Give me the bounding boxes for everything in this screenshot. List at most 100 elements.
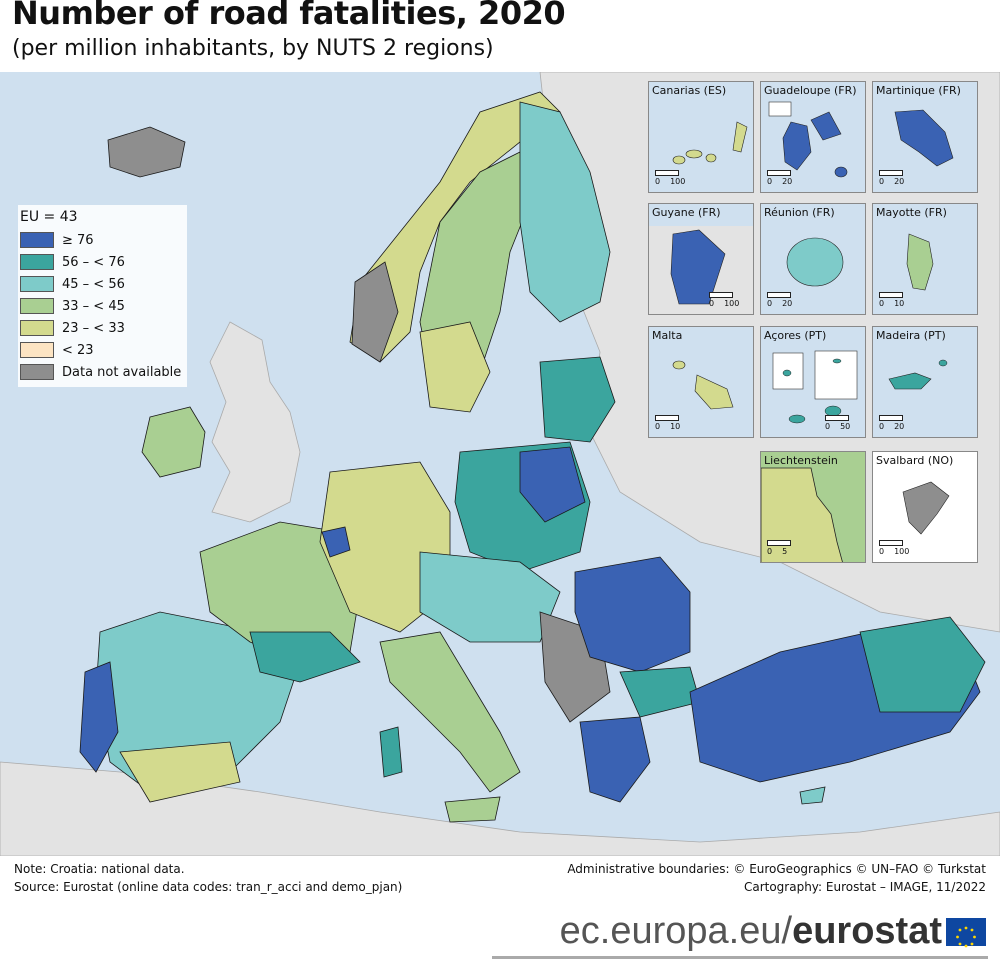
norway-region — [349, 91, 561, 363]
scale-bar: 0 100 — [709, 292, 739, 308]
inset-label: Svalbard (NO) — [876, 454, 954, 467]
scale-bar: 0 20 — [879, 170, 904, 186]
inset-label: Açores (PT) — [764, 329, 827, 342]
legend-label: 33 – < 45 — [62, 298, 125, 314]
legend-label: ≥ 76 — [62, 232, 94, 248]
note-text: Note: Croatia: national data. — [14, 862, 185, 876]
scale-bar: 0 10 — [879, 292, 904, 308]
inset-label: Malta — [652, 329, 683, 342]
inset-madeira: Madeira (PT) 0 20 — [872, 326, 978, 438]
uk-land — [209, 321, 301, 523]
inset-map — [786, 237, 844, 287]
legend-title: EU = 43 — [20, 209, 78, 225]
belgium-region — [321, 526, 351, 558]
central-europe-region — [419, 551, 561, 643]
legend-label: 45 – < 56 — [62, 276, 125, 292]
poland-east-region — [519, 446, 586, 523]
greece-region — [579, 716, 651, 803]
legend-item: 45 – < 56 — [20, 273, 181, 295]
inset-guyane: Guyane (FR) 0 100 — [648, 203, 754, 315]
map-legend: EU = 43 ≥ 76 56 – < 76 45 – < 56 33 – < … — [18, 205, 188, 387]
scale-bar: 0 20 — [879, 415, 904, 431]
inset-label: Madeira (PT) — [876, 329, 946, 342]
inset-label: Guadeloupe (FR) — [764, 84, 857, 97]
iceland-region — [107, 126, 186, 178]
legend-swatch — [20, 320, 54, 336]
legend-swatch — [20, 364, 54, 380]
inset-map — [768, 101, 848, 178]
inset-map — [772, 350, 858, 424]
baltic-region — [539, 356, 616, 443]
legend-label: 23 – < 33 — [62, 320, 125, 336]
cartography-text: Cartography: Eurostat – IMAGE, 11/2022 — [743, 880, 986, 894]
scale-bar: 0 100 — [879, 540, 909, 556]
inset-map — [888, 359, 948, 390]
inset-label: Guyane (FR) — [652, 206, 721, 219]
legend-swatch — [20, 254, 54, 270]
scale-bar: 0 50 — [825, 415, 850, 431]
inset-label: Canarias (ES) — [652, 84, 727, 97]
spain-south-region — [119, 741, 241, 803]
legend-item: Data not available — [20, 361, 181, 383]
legend-swatch — [20, 298, 54, 314]
inset-reunion: Réunion (FR) 0 20 — [760, 203, 866, 315]
bulgaria-region — [619, 666, 701, 718]
inset-acores: Açores (PT) 0 50 — [760, 326, 866, 438]
italy-region — [379, 631, 521, 793]
portugal-region — [79, 661, 119, 773]
footer-credits: Administrative boundaries: © EuroGeograp… — [567, 860, 986, 896]
inset-map — [906, 233, 934, 291]
sweden-south-region — [419, 321, 491, 413]
france-south-region — [249, 631, 361, 683]
ireland-region — [141, 406, 206, 478]
eurostat-logo: ec.europa.eu/ eurostat — [560, 910, 986, 953]
scale-bar: 0 20 — [767, 292, 792, 308]
inset-malta: Malta 0 10 — [648, 326, 754, 438]
legend-item: 33 – < 45 — [20, 295, 181, 317]
legend-item: 23 – < 33 — [20, 317, 181, 339]
legend-swatch — [20, 342, 54, 358]
inset-guadeloupe: Guadeloupe (FR) 0 20 — [760, 81, 866, 193]
scale-bar: 0 20 — [767, 170, 792, 186]
brand-domain: ec.europa.eu/ — [559, 910, 793, 952]
inset-map — [902, 481, 950, 535]
scale-bar: 0 100 — [655, 170, 685, 186]
inset-label: Liechtenstein — [764, 454, 838, 467]
inset-map — [761, 467, 843, 562]
inset-map — [672, 121, 748, 165]
boundaries-text: Administrative boundaries: © EuroGeograp… — [567, 862, 986, 876]
legend-item: ≥ 76 — [20, 229, 181, 251]
brand-underline — [492, 956, 988, 959]
map-title: Number of road fatalities, 2020 — [12, 0, 566, 32]
norway-na-region — [351, 261, 399, 363]
finland-region — [519, 101, 611, 323]
map-subtitle: (per million inhabitants, by NUTS 2 regi… — [12, 36, 494, 61]
sardinia-region — [379, 726, 403, 778]
inset-label: Mayotte (FR) — [876, 206, 947, 219]
legend-swatch — [20, 232, 54, 248]
sicily-region — [444, 796, 501, 823]
inset-label: Martinique (FR) — [876, 84, 961, 97]
legend-label: Data not available — [62, 364, 182, 380]
romania-region — [574, 556, 691, 673]
brand-name: eurostat — [792, 910, 942, 952]
footer-notes: Note: Croatia: national data. Source: Eu… — [14, 860, 402, 896]
legend-label: 56 – < 76 — [62, 254, 125, 270]
inset-canarias: Canarias (ES) 0 100 — [648, 81, 754, 193]
inset-map — [672, 360, 734, 410]
inset-martinique: Martinique (FR) 0 20 — [872, 81, 978, 193]
source-text: Source: Eurostat (online data codes: tra… — [14, 880, 403, 894]
legend-swatch — [20, 276, 54, 292]
inset-map — [894, 109, 954, 167]
scale-bar: 0 10 — [655, 415, 680, 431]
eu-flag-icon — [946, 917, 986, 947]
inset-mayotte: Mayotte (FR) 0 10 — [872, 203, 978, 315]
cyprus-region — [799, 786, 826, 805]
inset-label: Réunion (FR) — [764, 206, 835, 219]
turkey-east-region — [859, 616, 986, 713]
inset-svalbard: Svalbard (NO) 0 100 — [872, 451, 978, 563]
legend-label: < 23 — [62, 342, 94, 358]
legend-item: < 23 — [20, 339, 181, 361]
legend-item: 56 – < 76 — [20, 251, 181, 273]
